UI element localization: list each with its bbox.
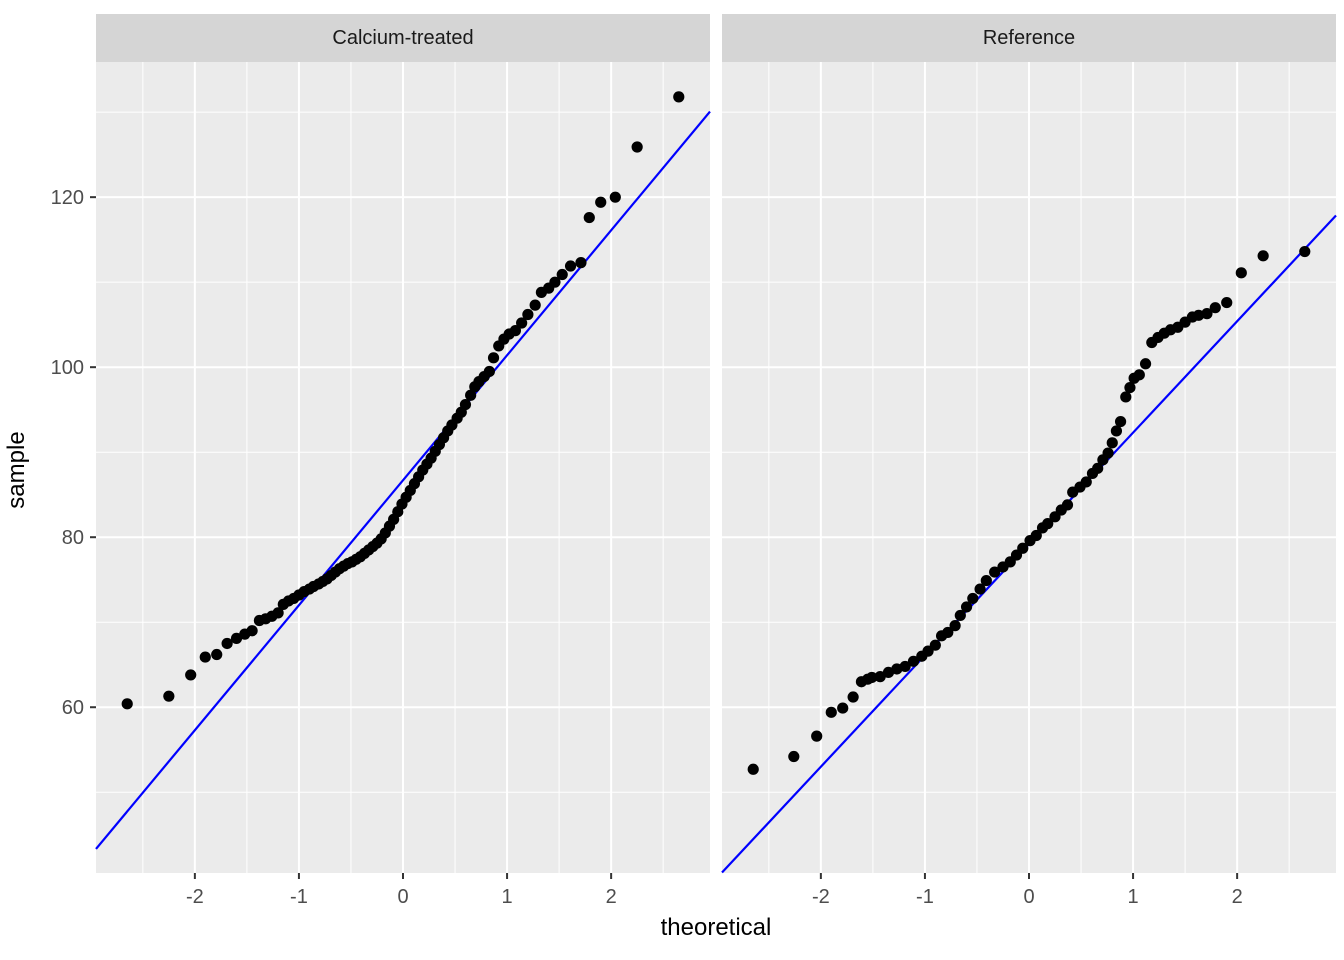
qq-point xyxy=(272,607,284,619)
y-tick-label: 120 xyxy=(51,187,84,209)
facet-strip-calcium-treated: Calcium-treated xyxy=(96,14,710,62)
qq-point xyxy=(1133,369,1145,381)
qq-point xyxy=(564,260,577,272)
qq-point xyxy=(1017,542,1029,554)
x-tick-label: 0 xyxy=(397,886,408,908)
qq-point xyxy=(1124,381,1136,394)
qq-point xyxy=(1102,447,1114,459)
qq-point xyxy=(1235,267,1247,279)
qq-point xyxy=(609,191,621,203)
qq-point xyxy=(522,308,534,321)
qq-point xyxy=(556,268,568,281)
qq-point xyxy=(1110,425,1123,437)
x-tick-label: -1 xyxy=(916,886,934,908)
qq-point xyxy=(866,671,878,684)
x-tick-label: 2 xyxy=(1232,886,1243,908)
qq-point xyxy=(1030,529,1042,542)
qq-point xyxy=(673,91,685,103)
qq-point xyxy=(1114,415,1127,428)
qq-point xyxy=(899,660,911,673)
qq-point xyxy=(487,352,500,364)
qq-point xyxy=(1193,309,1205,321)
qq-point xyxy=(163,690,175,702)
y-axis-title: sample xyxy=(3,431,30,509)
qq-point xyxy=(465,389,477,401)
facet-strip-label: Calcium-treated xyxy=(332,27,474,49)
qq-point xyxy=(1209,302,1221,314)
x-tick-label: -1 xyxy=(290,886,308,908)
qq-point xyxy=(954,609,966,622)
qq-point xyxy=(847,691,859,703)
qq-point xyxy=(185,669,197,681)
qq-point xyxy=(1080,476,1092,488)
qq-point xyxy=(121,698,133,710)
qq-point xyxy=(1092,462,1104,474)
qq-point xyxy=(631,141,643,153)
qq-point xyxy=(837,702,849,714)
y-tick-label: 60 xyxy=(62,697,84,719)
qq-point xyxy=(942,626,954,639)
y-tick-label: 80 xyxy=(62,527,84,549)
qq-point xyxy=(1042,518,1054,530)
qq-point xyxy=(1201,308,1213,320)
qq-point xyxy=(230,632,243,644)
qq-point xyxy=(529,299,541,311)
x-tick-label: -2 xyxy=(812,886,830,908)
qq-point xyxy=(549,276,561,288)
x-tick-label: 1 xyxy=(1128,886,1139,908)
qq-point xyxy=(595,196,607,208)
x-tick-label: -2 xyxy=(186,886,204,908)
qq-point xyxy=(929,639,941,651)
x-tick-label: 1 xyxy=(502,886,513,908)
qq-point xyxy=(788,750,800,763)
qq-point xyxy=(199,651,211,663)
qq-point xyxy=(907,655,920,667)
qq-point xyxy=(967,592,979,605)
x-axis-title: theoretical xyxy=(660,914,772,941)
qq-point xyxy=(811,730,823,742)
qq-point xyxy=(1139,358,1152,370)
qq-point xyxy=(211,648,223,661)
qq-point xyxy=(1299,245,1311,258)
qq-point xyxy=(874,671,886,683)
facet-strip-label: Reference xyxy=(982,27,1076,49)
qq-point xyxy=(1257,250,1269,262)
qq-point xyxy=(960,601,973,613)
qq-point xyxy=(989,566,1001,578)
x-tick-label: 0 xyxy=(1023,886,1034,908)
qq-point xyxy=(949,620,961,632)
qq-point xyxy=(483,365,495,378)
qq-line xyxy=(95,110,711,850)
qq-point xyxy=(221,637,233,650)
y-tick-label: 100 xyxy=(51,357,84,379)
x-tick-label: 2 xyxy=(606,886,617,908)
qq-point xyxy=(1221,296,1233,309)
qq-point xyxy=(825,706,837,718)
qq-point xyxy=(1106,437,1118,449)
qq-point xyxy=(583,211,595,224)
qq-point xyxy=(974,583,986,595)
qq-point xyxy=(459,398,472,411)
qq-point xyxy=(575,257,587,269)
qq-point xyxy=(516,317,528,329)
qq-point xyxy=(747,763,759,775)
qq-point xyxy=(246,625,258,637)
qq-point xyxy=(509,325,521,337)
facet-strip-reference: Reference xyxy=(722,14,1336,62)
qq-point xyxy=(1061,499,1074,511)
qq-point xyxy=(980,574,992,587)
qq-point xyxy=(1120,391,1132,403)
